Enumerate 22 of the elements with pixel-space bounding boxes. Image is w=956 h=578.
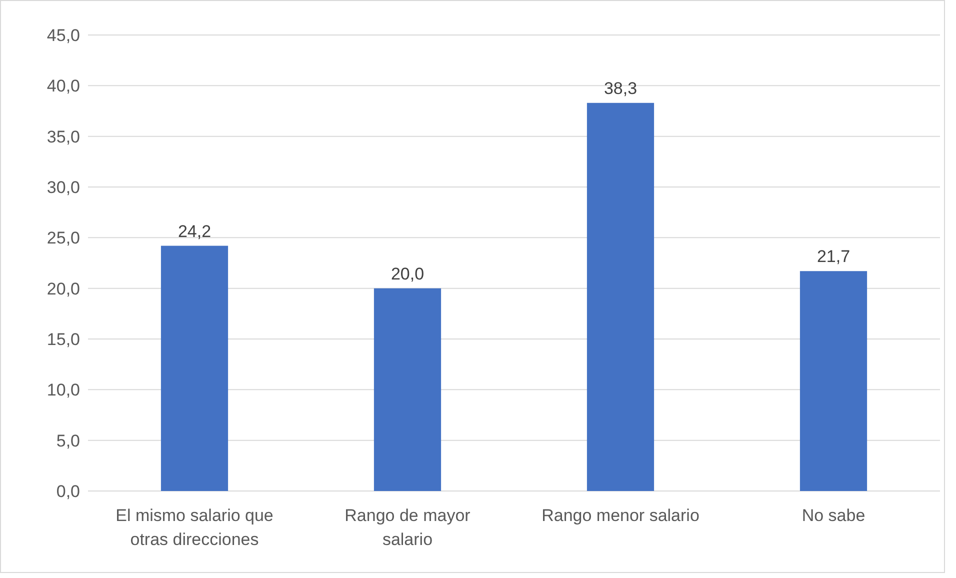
- x-tick-label: Rango menor salario: [542, 506, 700, 525]
- y-tick-label: 45,0: [46, 26, 80, 45]
- y-tick-label: 10,0: [46, 380, 80, 400]
- y-tick-label: 15,0: [46, 330, 80, 349]
- y-tick-label: 20,0: [46, 279, 80, 298]
- x-tick-label: No sabe: [802, 506, 866, 525]
- y-tick-label: 30,0: [46, 178, 80, 197]
- y-tick-label: 25,0: [46, 228, 80, 248]
- y-tick-label: 5,0: [56, 431, 80, 450]
- data-label: 38,3: [604, 78, 638, 98]
- data-label: 21,7: [816, 247, 850, 266]
- bar: [586, 102, 654, 491]
- bar: [800, 271, 868, 491]
- y-tick-label: 0,0: [56, 482, 80, 501]
- y-tick-label: 35,0: [46, 127, 80, 146]
- x-tick-label: El mismo salario que otras direcciones: [116, 506, 274, 549]
- bar: [374, 288, 442, 491]
- x-tick-label: Rango de mayor salario: [344, 506, 471, 549]
- data-label: 20,0: [390, 264, 424, 284]
- y-tick-label: 40,0: [46, 76, 80, 96]
- bar: [160, 246, 228, 491]
- data-label: 24,2: [178, 222, 212, 241]
